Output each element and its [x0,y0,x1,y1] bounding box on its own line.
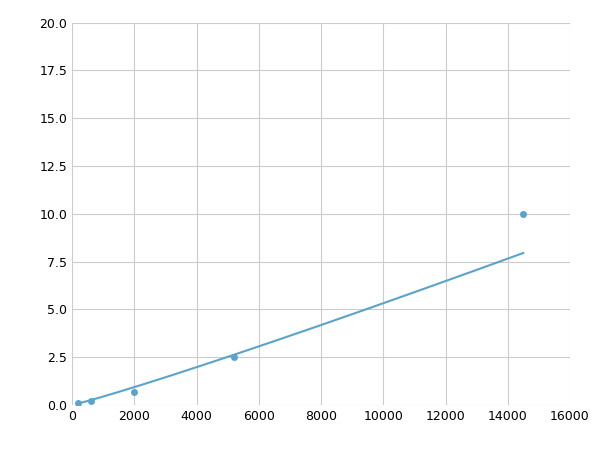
Point [518,210,528,217]
Point [73,400,83,407]
Point [130,388,139,395]
Point [229,354,239,361]
Point [86,397,95,405]
